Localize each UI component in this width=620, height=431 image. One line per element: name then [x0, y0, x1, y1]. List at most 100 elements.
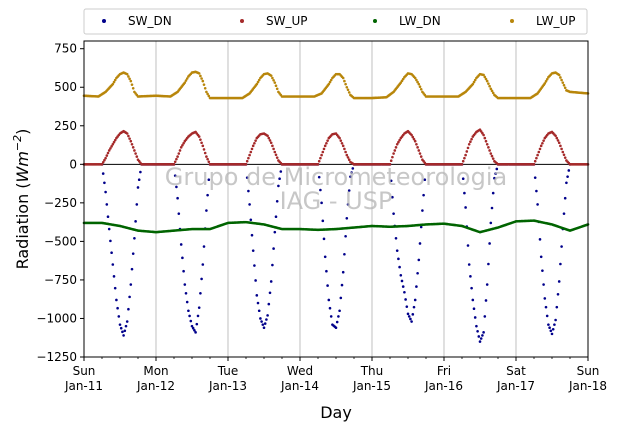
data-point: [413, 76, 417, 80]
data-point: [404, 298, 407, 301]
data-point: [460, 163, 464, 166]
data-point: [319, 188, 322, 192]
y-tick-label: −500: [44, 234, 77, 248]
data-point: [557, 73, 561, 77]
data-point: [347, 91, 351, 94]
data-point: [563, 196, 567, 200]
data-point: [423, 178, 427, 182]
data-point: [129, 79, 133, 83]
data-point: [262, 326, 266, 330]
data-point: [121, 330, 124, 334]
data-point: [107, 227, 111, 231]
data-point: [101, 160, 105, 164]
data-point: [201, 79, 205, 83]
x-axis-title: Day: [320, 403, 352, 422]
data-point: [541, 141, 544, 145]
data-point: [207, 178, 211, 182]
data-point: [275, 87, 279, 91]
y-tick-label: −1250: [36, 350, 77, 364]
data-point: [124, 324, 128, 328]
data-point: [559, 76, 562, 79]
data-point: [545, 77, 549, 81]
data-point: [544, 80, 548, 83]
x-tick-label-day: Wed: [287, 364, 313, 378]
data-point: [563, 86, 567, 90]
data-point: [328, 306, 332, 310]
data-point: [416, 271, 419, 275]
data-point: [415, 142, 418, 146]
data-point: [255, 82, 259, 86]
data-point: [535, 189, 538, 193]
data-point: [131, 146, 135, 149]
data-point: [469, 275, 472, 278]
data-point: [197, 306, 201, 309]
data-point: [104, 156, 107, 160]
y-tick-label: 0: [69, 157, 77, 171]
data-point: [491, 157, 495, 160]
data-point: [195, 322, 199, 326]
data-point: [137, 178, 141, 182]
data-point: [407, 315, 411, 318]
data-point: [205, 90, 208, 94]
legend-marker-lw-dn: [373, 19, 377, 23]
data-point: [320, 153, 323, 157]
y-axis-title-unit: Wm: [13, 151, 32, 182]
data-point: [490, 89, 494, 93]
data-point: [199, 291, 202, 295]
data-point: [479, 337, 483, 340]
data-point: [131, 252, 135, 256]
data-point: [189, 319, 193, 323]
data-point: [392, 152, 395, 155]
data-point: [185, 300, 189, 304]
data-point: [412, 137, 416, 141]
watermark-line-1: Grupo de Micrometeorologia: [165, 163, 507, 191]
data-point: [533, 176, 537, 179]
data-point: [176, 155, 179, 158]
data-point: [549, 329, 553, 333]
x-tick-label-day: Fri: [437, 364, 451, 378]
data-point: [483, 136, 487, 140]
data-point: [346, 203, 350, 206]
data-point: [567, 169, 571, 172]
data-point: [566, 175, 569, 178]
data-point: [473, 316, 477, 319]
data-point: [103, 158, 106, 162]
data-point: [265, 318, 268, 321]
data-point: [418, 85, 422, 89]
legend-label-sw-up: SW_UP: [266, 14, 308, 28]
data-point: [128, 137, 131, 140]
data-point: [415, 285, 418, 288]
data-point: [251, 249, 255, 252]
data-point: [250, 233, 254, 237]
data-point: [461, 177, 465, 180]
data-point: [483, 75, 487, 79]
data-point: [489, 87, 493, 91]
data-point: [207, 94, 211, 98]
x-tick-label-date: Jan-17: [496, 379, 535, 393]
data-point: [127, 307, 130, 311]
data-point: [201, 144, 205, 148]
data-point: [559, 144, 562, 148]
data-point: [537, 150, 541, 154]
data-point: [199, 74, 202, 78]
data-point: [536, 203, 539, 206]
data-point: [113, 286, 117, 290]
data-point: [323, 144, 327, 148]
data-point: [344, 234, 347, 238]
data-point: [277, 184, 280, 188]
data-point: [392, 212, 395, 215]
data-point: [344, 82, 347, 86]
data-point: [563, 156, 567, 159]
data-point: [184, 79, 188, 82]
data-point: [266, 314, 269, 317]
data-point: [484, 299, 488, 302]
data-point: [545, 314, 549, 318]
data-point: [274, 215, 278, 219]
y-tick-label: 500: [54, 80, 77, 94]
data-point: [101, 172, 105, 175]
data-point: [263, 322, 267, 325]
data-point: [422, 193, 425, 197]
data-point: [139, 170, 142, 174]
data-point: [400, 279, 404, 283]
data-point: [341, 270, 345, 274]
